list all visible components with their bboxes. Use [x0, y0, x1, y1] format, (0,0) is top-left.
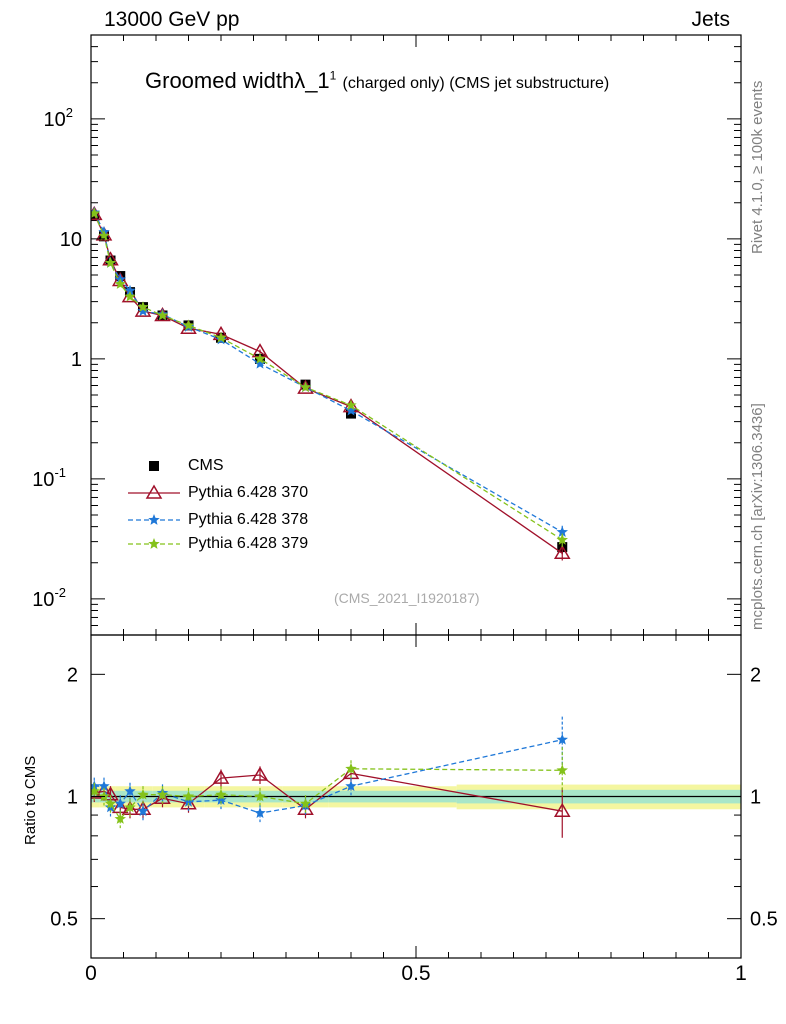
ratio-point	[114, 797, 126, 809]
data-point	[345, 399, 357, 411]
ratio-y-tick-label: 0.5	[50, 909, 78, 931]
ratio-point	[251, 766, 269, 781]
ratio-y-tick-label-right: 1	[750, 787, 761, 809]
y-tick-exponent: -2	[54, 585, 66, 600]
plot-title: Groomed widthλ_11 (charged only) (CMS je…	[145, 68, 609, 94]
data-point	[345, 404, 357, 416]
ratio-point	[114, 813, 126, 824]
data-point	[556, 526, 568, 537]
ratio-point	[91, 785, 100, 797]
analysis-watermark: (CMS_2021_I1920187)	[334, 590, 480, 606]
legend-marker	[148, 538, 160, 549]
ratio-point	[156, 788, 169, 800]
series-line	[93, 213, 563, 541]
ratio-point	[556, 764, 568, 776]
data-point	[156, 309, 169, 321]
ratio-plot	[91, 716, 571, 838]
ratio-point	[254, 807, 266, 818]
ratio-point	[299, 797, 312, 809]
ratio-point	[215, 794, 227, 805]
ratio-point	[215, 788, 227, 800]
ratio-y-label: Ratio to CMS	[22, 755, 39, 845]
y-tick-exponent: 2	[66, 105, 73, 120]
data-point	[91, 205, 103, 221]
title-subtitle: (charged only) (CMS jet substructure)	[342, 75, 610, 92]
y-tick-label: 102	[44, 105, 73, 131]
mcplots-label: mcplots.cern.ch [arXiv:1306.3436]	[749, 403, 766, 630]
x-tick-label: 0.5	[401, 962, 430, 985]
y-tick-label: 10-2	[32, 585, 66, 611]
ratio-point	[345, 780, 357, 792]
y-tick-label: 10	[60, 229, 82, 251]
ratio-point	[345, 762, 357, 774]
legend-marker	[148, 514, 160, 525]
x-tick-label: 1	[735, 962, 747, 985]
axes: 0 0.5 1 10-2 10-1 1 10 102 0.5 0.5 1 1 2 2	[32, 34, 778, 985]
data-point	[556, 533, 568, 545]
data-point	[124, 284, 136, 296]
legend-label-cms: CMS	[188, 457, 224, 474]
ratio-y-tick-label-right: 2	[750, 664, 761, 686]
ratio-point	[124, 801, 136, 813]
data-point	[254, 357, 266, 369]
rivet-label: Rivet 4.1.0, ≥ 100k events	[749, 80, 766, 254]
data-point	[124, 290, 136, 302]
data-point	[182, 319, 195, 331]
data-point	[98, 229, 110, 241]
ratio-point	[137, 788, 149, 800]
ratio-point	[98, 790, 110, 802]
ratio-point	[182, 795, 195, 807]
title-main: Groomed width	[145, 68, 295, 93]
main-plot	[91, 205, 571, 561]
data-point	[137, 301, 149, 312]
data-point	[299, 381, 312, 393]
ratio-point	[124, 785, 136, 797]
series-line	[93, 212, 563, 533]
ratio-y-tick-label-right: 0.5	[750, 909, 778, 931]
x-tick-label: 0	[85, 962, 97, 985]
ratio-y-tick-label: 2	[67, 664, 78, 686]
ratio-point	[556, 733, 568, 745]
ratio-point	[182, 790, 195, 802]
legend-marker	[149, 461, 159, 471]
data-point	[91, 207, 100, 219]
data-point	[254, 352, 266, 364]
data-point	[215, 331, 227, 343]
legend-label-370: Pythia 6.428 370	[188, 484, 309, 501]
y-tick-label: 1	[71, 349, 82, 371]
data-point	[114, 278, 126, 289]
ratio-point	[553, 802, 571, 817]
ratio-y-tick-label: 1	[67, 787, 78, 809]
ratio-point	[137, 805, 149, 817]
jets-label: Jets	[691, 8, 730, 31]
data-point	[346, 408, 356, 419]
data-point	[553, 544, 571, 560]
y-tick-label: 10-1	[32, 465, 66, 491]
ratio-point	[212, 769, 230, 784]
data-point	[137, 305, 149, 316]
title-superscript: 1	[329, 68, 337, 83]
legend	[128, 461, 180, 549]
legend-label-378: Pythia 6.428 378	[188, 511, 309, 528]
series-line	[93, 214, 563, 554]
title-lambda: λ_1	[294, 68, 330, 93]
legend-marker	[145, 484, 163, 499]
legend-label-379: Pythia 6.428 379	[188, 535, 309, 552]
ratio-point	[104, 797, 117, 809]
ratio-point	[98, 780, 110, 792]
ratio-point	[254, 790, 266, 802]
energy-label: 13000 GeV pp	[104, 8, 240, 31]
y-tick-exponent: -1	[54, 465, 66, 480]
data-point	[104, 257, 117, 268]
